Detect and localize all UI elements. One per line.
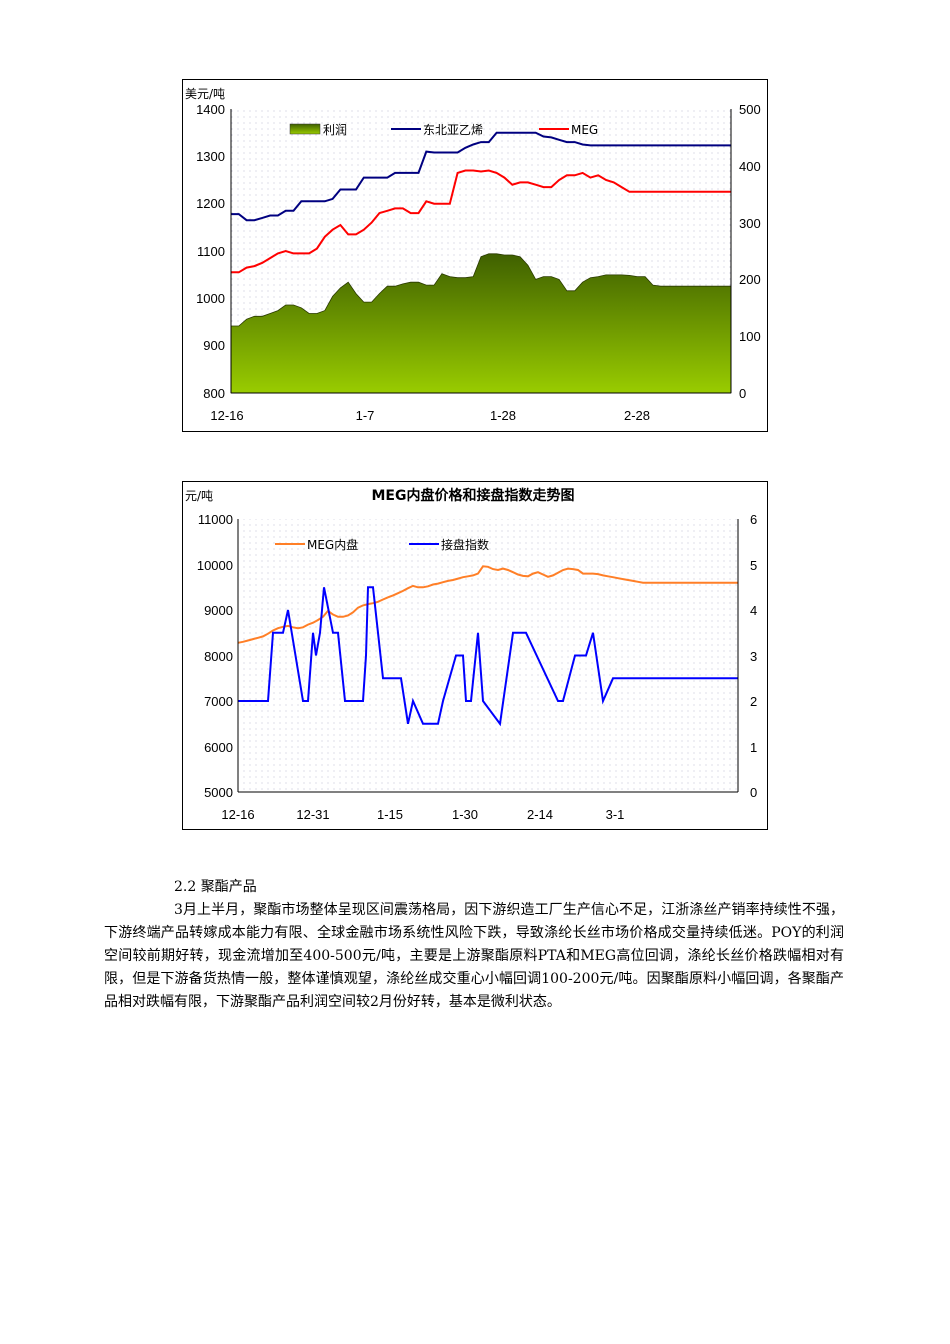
tick-label: 1-30: [452, 807, 478, 822]
chart2-left-ticks: 11000 10000 9000 8000 7000 6000 5000: [197, 512, 233, 800]
chart1-x-ticks: 12-16 1-7 1-28 2-28: [210, 408, 650, 423]
meg-domestic-price-index-chart: 元/吨 MEG内盘价格和接盘指数走势图 11000 10000 9000 800…: [182, 481, 768, 830]
tick-label: 1400: [196, 102, 225, 117]
legend-profit-swatch: [289, 123, 321, 135]
tick-label: 9000: [204, 603, 233, 618]
chart1-legend: 利润 东北亚乙烯 MEG: [289, 123, 598, 137]
profit-area: [230, 253, 732, 394]
chart1-unit-label: 美元/吨: [185, 87, 225, 101]
tick-label: 0: [750, 785, 757, 800]
chart2-legend: MEG内盘 接盘指数: [275, 537, 489, 552]
tick-label: 300: [739, 216, 761, 231]
tick-label: 1100: [197, 244, 225, 259]
tick-label: 3: [750, 649, 757, 664]
series-line: [231, 131, 731, 222]
tick-label: 400: [739, 159, 761, 174]
tick-label: 200: [739, 272, 761, 287]
tick-label: 100: [739, 329, 761, 344]
tick-label: 0: [739, 386, 746, 401]
tick-label: 4: [750, 603, 757, 618]
body-paragraph: 3月上半月，聚酯市场整体呈现区间震荡格局，因下游织造工厂生产信心不足，江浙涤丝产…: [104, 902, 844, 1010]
tick-label: 12-16: [210, 408, 243, 423]
chart2-plot-area: [238, 519, 738, 792]
tick-label: 12-16: [221, 807, 254, 822]
tick-label: 900: [203, 338, 225, 353]
tick-label: 1300: [196, 149, 225, 164]
profit-ethylene-meg-chart: 美元/吨 1400 1300 1200 1100 1000 900 800 50…: [182, 79, 768, 432]
legend-meg-domestic-label: MEG内盘: [307, 537, 358, 552]
tick-label: 5: [750, 558, 757, 573]
chart2-canvas: 元/吨 MEG内盘价格和接盘指数走势图 11000 10000 9000 800…: [185, 487, 757, 822]
tick-label: 1200: [196, 196, 225, 211]
chart2-unit-label: 元/吨: [185, 489, 213, 503]
tick-label: 1-7: [356, 408, 375, 423]
legend-index-label: 接盘指数: [441, 537, 489, 552]
profit-area-shape: [230, 253, 732, 394]
tick-label: 1-28: [490, 408, 516, 423]
tick-label: 6000: [204, 740, 233, 755]
chart1-right-ticks: 500 400 300 200 100 0: [739, 102, 761, 401]
tick-label: 5000: [204, 785, 233, 800]
tick-label: 2-14: [527, 807, 553, 822]
chart2-x-ticks: 12-16 12-31 1-15 1-30 2-14 3-1: [221, 807, 624, 822]
chart2-title: MEG内盘价格和接盘指数走势图: [372, 487, 575, 504]
chart1-canvas: 美元/吨 1400 1300 1200 1100 1000 900 800 50…: [185, 87, 761, 423]
tick-label: 2-28: [624, 408, 650, 423]
tick-label: 2: [750, 694, 757, 709]
tick-label: 8000: [204, 649, 233, 664]
chart1-lines: [231, 131, 731, 274]
chart1-left-ticks: 1400 1300 1200 1100 1000 900 800: [196, 102, 225, 401]
legend-profit-label: 利润: [323, 123, 347, 137]
tick-label: 500: [739, 102, 761, 117]
tick-label: 7000: [204, 694, 233, 709]
chart2-lines: [237, 565, 738, 727]
chart2-right-ticks: 6 5 4 3 2 1 0: [750, 512, 757, 800]
tick-label: 1: [750, 740, 757, 755]
tick-label: 10000: [197, 558, 233, 573]
legend-meg-label: MEG: [571, 123, 598, 137]
legend-ethylene-label: 东北亚乙烯: [423, 123, 483, 137]
tick-label: 800: [203, 386, 225, 401]
tick-label: 6: [750, 512, 757, 527]
tick-label: 12-31: [296, 807, 329, 822]
series-line: [238, 586, 738, 727]
tick-label: 1000: [196, 291, 225, 306]
tick-label: 1-15: [377, 807, 403, 822]
section-heading: 2.2 聚酯产品: [174, 879, 257, 895]
tick-label: 3-1: [606, 807, 625, 822]
tick-label: 11000: [198, 512, 233, 527]
series-line: [231, 169, 731, 274]
